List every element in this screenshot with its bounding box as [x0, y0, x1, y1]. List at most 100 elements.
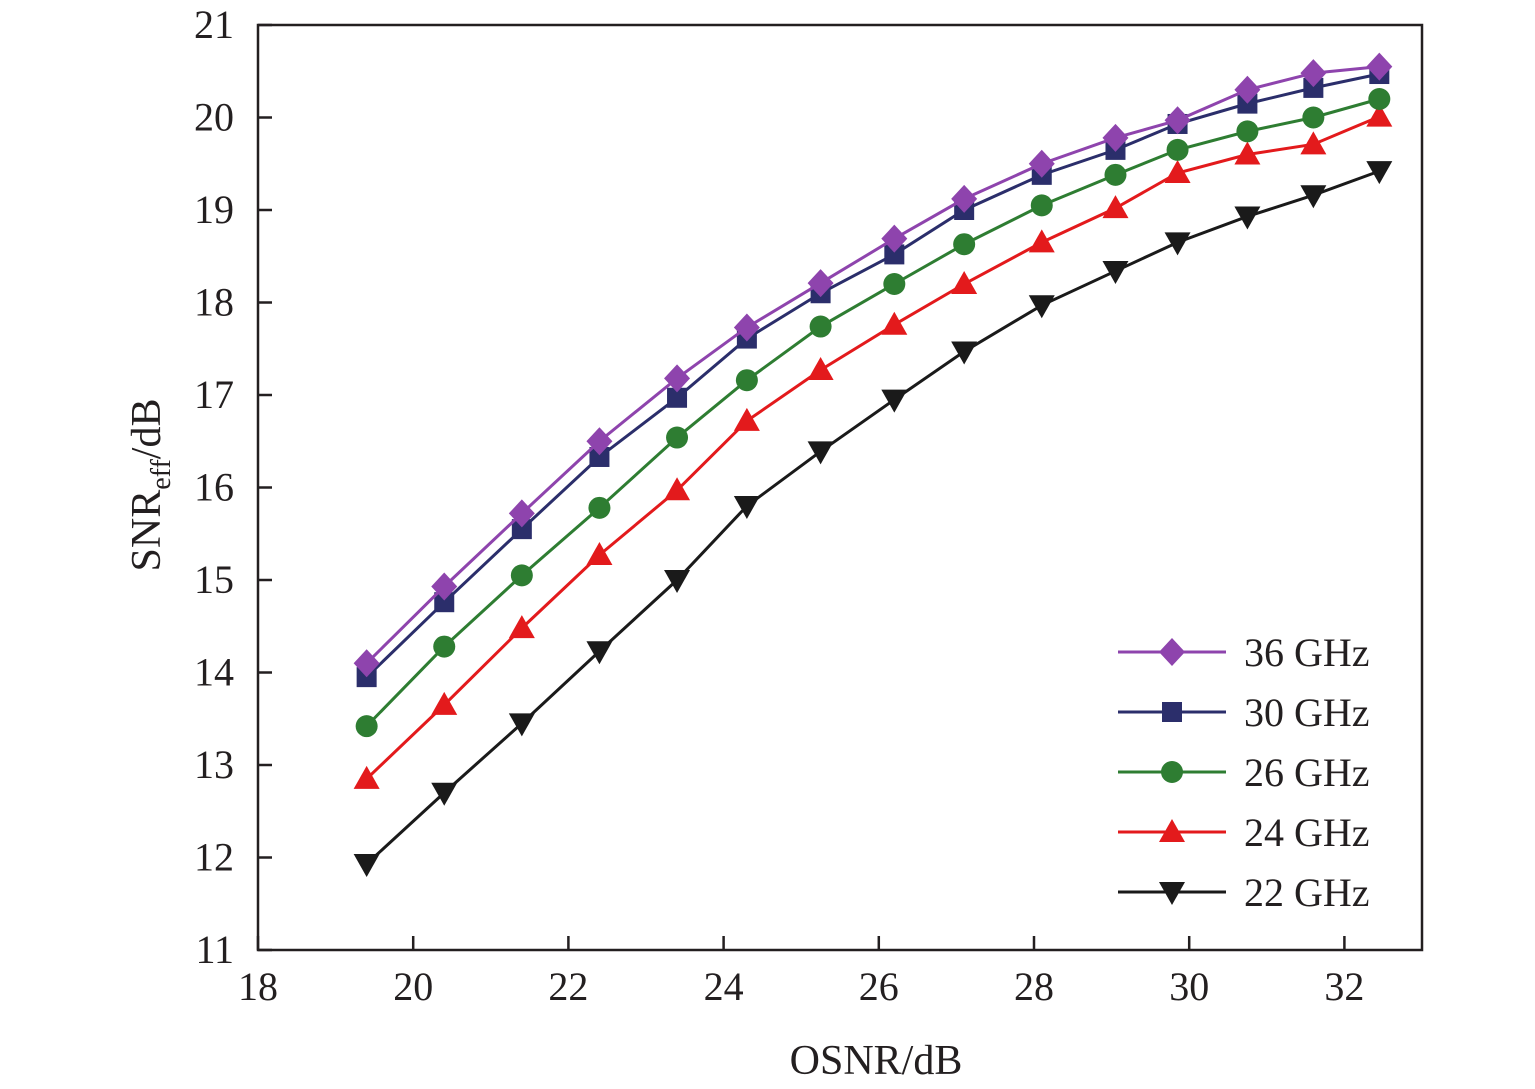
- data-point-36-ghz: [353, 649, 380, 678]
- legend-marker: [1159, 819, 1185, 842]
- data-point-36-ghz: [431, 572, 458, 601]
- data-point-36-ghz: [1028, 149, 1055, 178]
- legend-marker: [1162, 702, 1182, 722]
- x-tick-label: 32: [1324, 964, 1364, 1009]
- data-point-26-ghz: [666, 426, 689, 449]
- series-26-ghz: [355, 88, 1391, 738]
- data-point-36-ghz: [664, 364, 691, 393]
- data-point-24-ghz: [431, 691, 458, 715]
- data-point-30-ghz: [434, 592, 455, 613]
- legend: 36 GHz 30 GHz 26 GHz 24 GHz 22 GHz: [1118, 630, 1370, 915]
- legend-label: 24 GHz: [1244, 810, 1370, 855]
- series-line-30-ghz: [365, 72, 1380, 679]
- data-point-36-ghz: [1164, 106, 1191, 135]
- data-point-22-ghz: [431, 782, 458, 806]
- legend-entry-26-ghz: 26 GHz: [1118, 750, 1370, 795]
- legend-label: 26 GHz: [1244, 750, 1370, 795]
- data-point-36-ghz: [586, 427, 613, 456]
- data-point-26-ghz: [809, 315, 832, 338]
- data-point-24-ghz: [1366, 103, 1393, 127]
- series-22-ghz: [353, 161, 1393, 877]
- data-point-36-ghz: [508, 499, 535, 528]
- data-point-26-ghz: [1302, 106, 1325, 129]
- data-point-22-ghz: [1366, 161, 1393, 185]
- data-point-24-ghz: [807, 357, 834, 381]
- series-group: [353, 52, 1393, 877]
- legend-label: 30 GHz: [1244, 690, 1370, 735]
- legend-marker: [1159, 882, 1185, 905]
- legend-entry-30-ghz: 30 GHz: [1118, 690, 1370, 735]
- data-point-24-ghz: [586, 542, 613, 566]
- data-point-22-ghz: [1028, 295, 1055, 319]
- y-tick-label: 21: [194, 2, 234, 47]
- data-point-26-ghz: [510, 564, 533, 587]
- data-point-24-ghz: [1234, 141, 1261, 165]
- data-point-22-ghz: [733, 496, 760, 519]
- legend-entry-24-ghz: 24 GHz: [1118, 810, 1370, 855]
- y-axis-label-main: SNR: [124, 490, 170, 572]
- data-point-22-ghz: [1164, 232, 1191, 256]
- data-point-30-ghz: [511, 519, 532, 540]
- y-tick-label: 19: [194, 187, 234, 232]
- data-point-36-ghz: [733, 313, 760, 342]
- x-tick-label: 24: [704, 964, 744, 1009]
- x-tick-label: 22: [548, 964, 588, 1009]
- data-point-24-ghz: [1102, 195, 1129, 219]
- data-point-26-ghz: [433, 635, 456, 658]
- x-tick-label: 26: [859, 964, 899, 1009]
- series-24-ghz: [353, 103, 1393, 789]
- x-tick-label: 30: [1169, 964, 1209, 1009]
- y-tick-label: 14: [194, 650, 234, 695]
- data-point-26-ghz: [883, 273, 906, 295]
- legend-marker: [1161, 761, 1183, 783]
- data-point-22-ghz: [1102, 261, 1129, 285]
- data-point-24-ghz: [951, 271, 978, 294]
- y-tick-label: 20: [194, 95, 234, 140]
- data-point-22-ghz: [664, 570, 691, 593]
- y-tick-label: 18: [194, 280, 234, 325]
- data-point-26-ghz: [1166, 138, 1189, 161]
- data-point-36-ghz: [1300, 59, 1327, 88]
- x-tick-label: 28: [1014, 964, 1054, 1009]
- x-axis: 18 20 22 24 26 28 30 32: [238, 936, 1364, 1009]
- y-tick-label: 16: [194, 465, 234, 510]
- x-axis-label: OSNR/dB: [790, 1038, 963, 1084]
- x-tick-label: 20: [393, 964, 433, 1009]
- data-point-24-ghz: [1300, 131, 1327, 155]
- legend-label: 22 GHz: [1244, 870, 1370, 915]
- y-axis-label: SNReff/dB: [124, 399, 177, 572]
- series-36-ghz: [353, 52, 1393, 678]
- legend-label: 36 GHz: [1244, 630, 1370, 675]
- data-point-22-ghz: [881, 389, 908, 413]
- data-point-22-ghz: [951, 341, 978, 365]
- data-point-26-ghz: [588, 496, 611, 519]
- data-point-26-ghz: [1236, 120, 1259, 143]
- data-point-36-ghz: [1102, 123, 1129, 152]
- data-point-22-ghz: [1300, 185, 1327, 209]
- y-tick-label: 17: [194, 372, 234, 417]
- data-point-22-ghz: [807, 441, 834, 465]
- data-point-24-ghz: [508, 615, 535, 639]
- legend-entry-36-ghz: 36 GHz: [1118, 630, 1370, 675]
- data-point-24-ghz: [664, 477, 691, 501]
- data-point-24-ghz: [733, 407, 760, 431]
- data-point-30-ghz: [667, 387, 688, 408]
- data-point-22-ghz: [508, 713, 535, 737]
- data-point-36-ghz: [1366, 52, 1393, 81]
- data-point-30-ghz: [1303, 77, 1324, 98]
- data-point-36-ghz: [807, 269, 834, 298]
- data-point-30-ghz: [884, 244, 905, 265]
- data-point-26-ghz: [1104, 163, 1127, 186]
- y-tick-label: 15: [194, 557, 234, 602]
- series-line-24-ghz: [365, 115, 1380, 780]
- data-point-22-ghz: [353, 853, 380, 877]
- data-point-36-ghz: [881, 224, 908, 253]
- y-tick-label: 12: [194, 835, 234, 880]
- data-point-24-ghz: [353, 765, 380, 789]
- y-axis-label-unit: /dB: [124, 399, 170, 460]
- data-point-30-ghz: [589, 446, 610, 467]
- data-point-26-ghz: [355, 715, 378, 738]
- data-point-26-ghz: [1368, 88, 1391, 110]
- data-point-24-ghz: [1164, 160, 1191, 183]
